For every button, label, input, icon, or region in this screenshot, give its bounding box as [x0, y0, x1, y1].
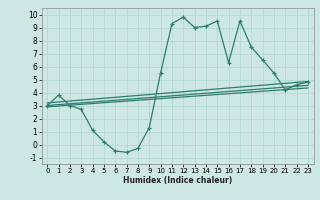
X-axis label: Humidex (Indice chaleur): Humidex (Indice chaleur)	[123, 176, 232, 185]
